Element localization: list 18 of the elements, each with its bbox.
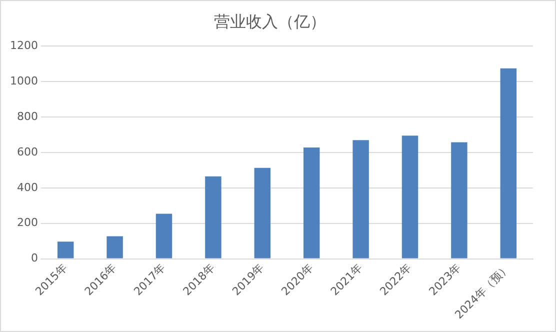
bar xyxy=(402,136,418,258)
y-tick-label: 1200 xyxy=(10,39,38,52)
bar xyxy=(106,236,123,258)
bar xyxy=(57,242,74,258)
bar xyxy=(352,140,369,258)
y-tick-label: 1000 xyxy=(10,74,38,88)
y-tick-label: 0 xyxy=(30,252,38,265)
y-tick-label: 800 xyxy=(16,110,38,123)
bar xyxy=(156,214,172,258)
bar xyxy=(451,142,468,258)
y-tick-label: 600 xyxy=(16,145,38,158)
bar xyxy=(205,176,222,258)
y-tick-label: 200 xyxy=(16,216,38,230)
y-tick-label: 400 xyxy=(16,180,38,194)
bar xyxy=(254,168,271,258)
bar xyxy=(500,68,517,258)
chart-title: 营业收入（亿） xyxy=(214,12,326,31)
bar xyxy=(303,148,320,258)
